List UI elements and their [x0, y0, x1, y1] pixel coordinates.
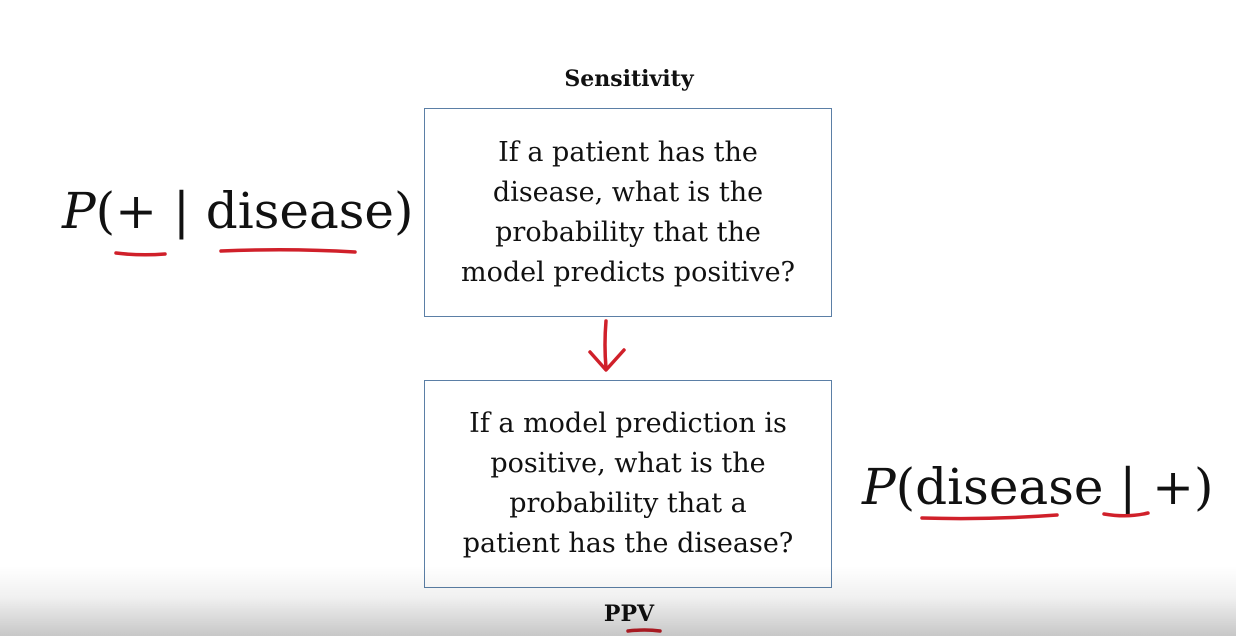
sensitivity-question-line: If a patient has the [498, 136, 758, 168]
down-arrow-shaft [603, 319, 608, 370]
formula-given-bar: | [157, 182, 206, 240]
underline-ppv [626, 628, 662, 633]
underline-disease-left [219, 247, 357, 254]
down-arrow-head [588, 348, 626, 372]
ppv-formula: P(disease | +) [862, 458, 1214, 516]
ppv-question-line: patient has the disease? [462, 528, 794, 559]
sensitivity-question-box: If a patient has the disease, what is th… [424, 108, 832, 317]
ppv-question-line: probability that a [509, 488, 747, 519]
formula-given-bar: | [1103, 458, 1153, 516]
ppv-question-line: positive, what is the [490, 448, 766, 479]
sensitivity-question-line: model predicts positive? [460, 256, 796, 288]
underline-plus-left [114, 251, 167, 257]
ppv-question-text: If a model prediction is positive, what … [438, 404, 818, 564]
formula-close-paren: ) [394, 182, 414, 240]
formula-event: disease [915, 458, 1104, 516]
ppv-question-box: If a model prediction is positive, what … [424, 380, 832, 588]
sensitivity-question-text: If a patient has the disease, what is th… [438, 133, 818, 293]
sensitivity-formula: P(+ | disease) [62, 182, 414, 240]
formula-p: P [62, 182, 96, 240]
ppv-label: PPV [603, 601, 655, 627]
sensitivity-question-line: disease, what is the [492, 176, 764, 208]
formula-p: P [862, 458, 896, 516]
formula-open-paren: ( [95, 182, 116, 240]
formula-open-paren: ( [895, 458, 916, 516]
ppv-question-line: If a model prediction is [469, 408, 787, 439]
sensitivity-question-line: probability that the [495, 216, 761, 248]
formula-condition: + [1152, 458, 1195, 516]
sensitivity-label: Sensitivity [564, 66, 694, 92]
formula-condition: disease [205, 182, 395, 240]
formula-event: + [115, 182, 158, 240]
formula-close-paren: ) [1194, 458, 1214, 516]
